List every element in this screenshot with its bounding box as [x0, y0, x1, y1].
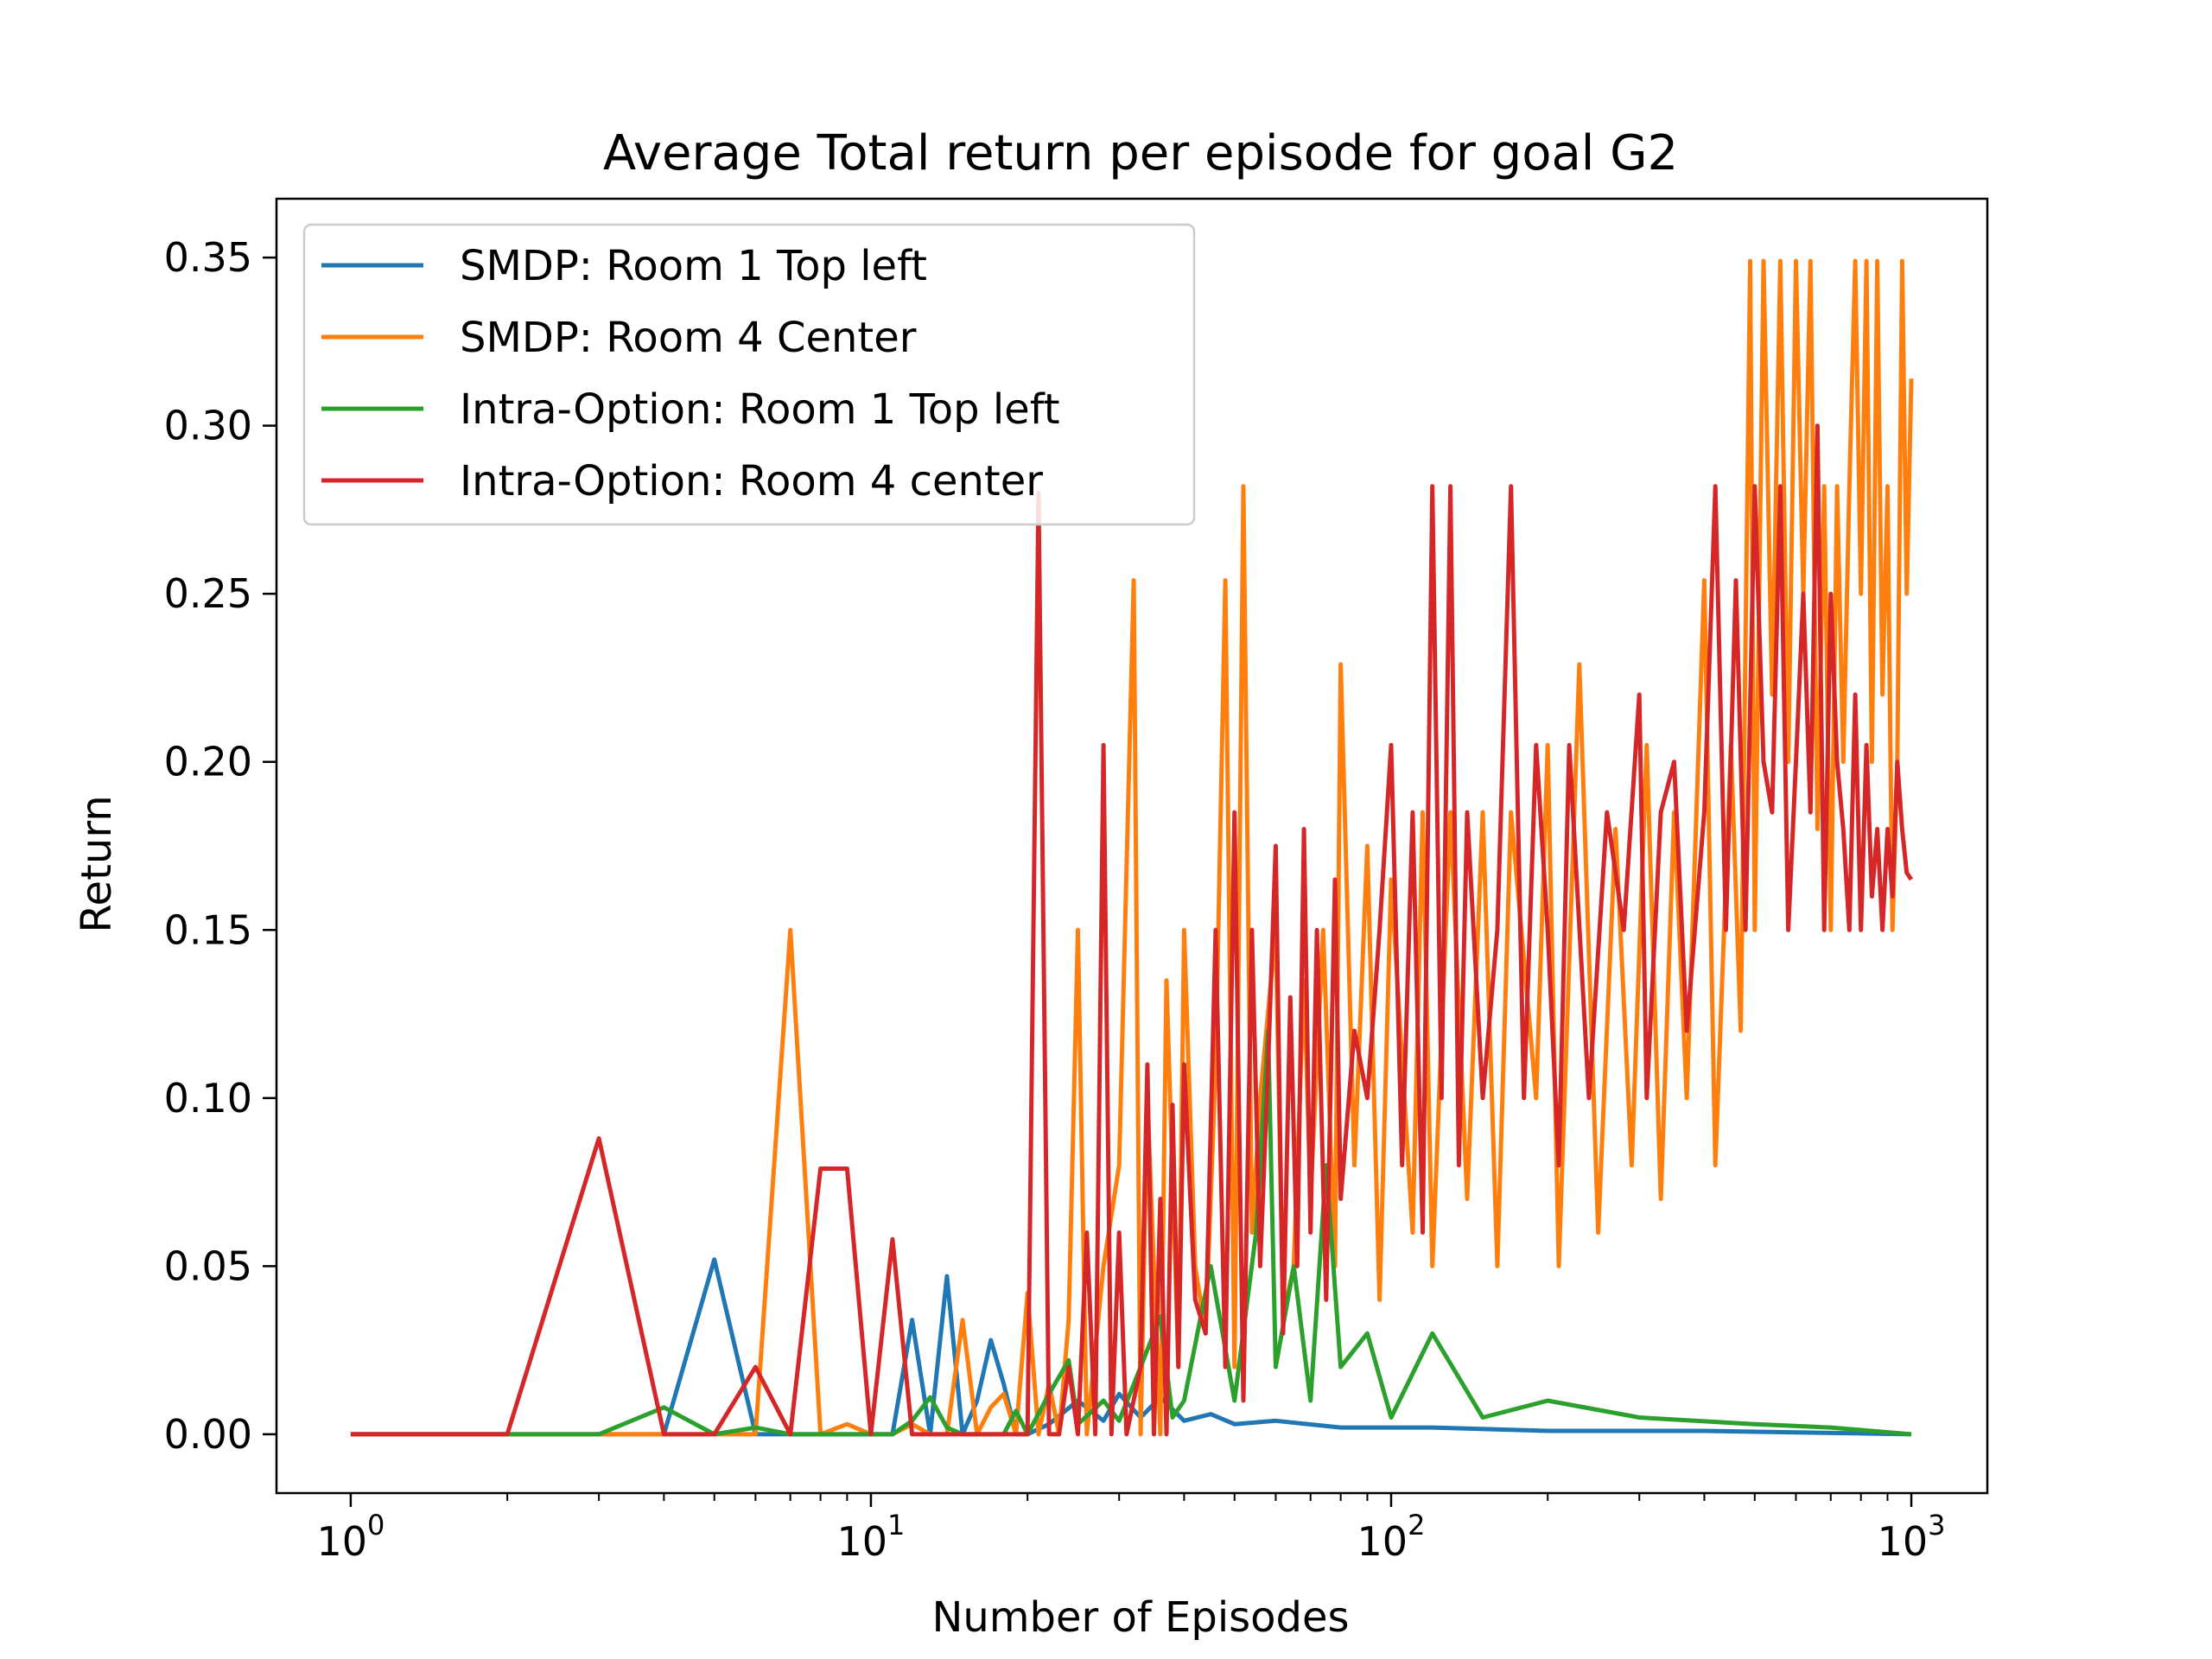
legend-label: SMDP: Room 4 Center	[460, 314, 917, 362]
y-axis-label: Return	[73, 795, 121, 932]
y-tick-label: 0.05	[164, 1243, 252, 1289]
y-tick-label: 0.30	[164, 403, 252, 449]
x-axis-label: Number of Episodes	[931, 1593, 1349, 1642]
legend-label: Intra-Option: Room 1 Top left	[460, 385, 1060, 434]
y-tick-label: 0.00	[164, 1411, 252, 1458]
series-line-3	[350, 1028, 1912, 1437]
x-tick-exponent: 1	[887, 1509, 905, 1541]
axes-frame	[275, 197, 1989, 1495]
legend-label: Intra-Option: Room 4 center	[460, 457, 1043, 505]
y-axis: 0.00 0.05 0.10 0.15 0.20 0.25 0.30 0.35	[164, 234, 276, 1458]
series-line-1	[350, 1257, 1912, 1437]
plot-area	[350, 258, 1914, 1437]
series-line-4	[350, 423, 1914, 1437]
legend: SMDP: Room 1 Top left SMDP: Room 4 Center…	[302, 223, 1196, 526]
y-tick-label: 0.15	[164, 906, 252, 953]
legend-box	[302, 223, 1196, 526]
y-tick-label: 0.25	[164, 570, 252, 617]
y-tick-label: 0.10	[164, 1075, 252, 1122]
x-tick-label: 103	[1878, 1509, 1946, 1565]
legend-label: SMDP: Room 1 Top left	[460, 242, 927, 290]
chart-title: Average Total return per episode for goa…	[603, 125, 1678, 181]
x-tick-exponent: 0	[367, 1509, 385, 1541]
y-tick-label: 0.20	[164, 739, 252, 785]
x-tick-exponent: 2	[1408, 1509, 1425, 1541]
x-tick-exponent: 3	[1928, 1509, 1945, 1541]
x-axis: 100 101 102 103	[316, 1493, 1945, 1565]
y-tick-label: 0.35	[164, 234, 252, 281]
